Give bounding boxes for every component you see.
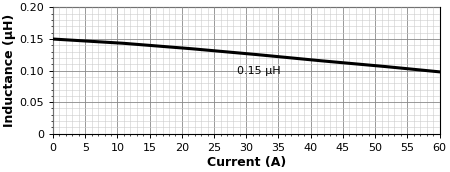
Y-axis label: Inductance (μH): Inductance (μH) [4, 14, 17, 127]
X-axis label: Current (A): Current (A) [207, 155, 286, 169]
Text: 0.15 μH: 0.15 μH [237, 66, 280, 76]
